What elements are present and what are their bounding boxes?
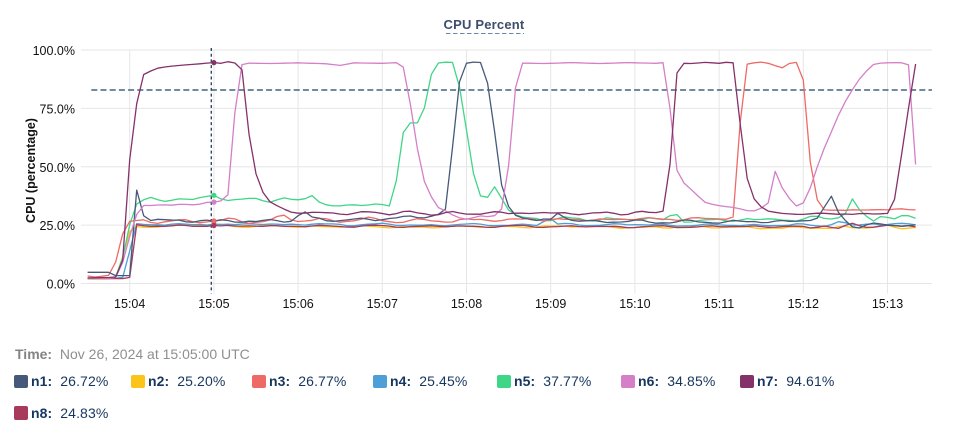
svg-text:CPU (percentage): CPU (percentage)	[24, 118, 38, 223]
svg-text:100.0%: 100.0%	[33, 44, 75, 58]
svg-text:15:09: 15:09	[535, 297, 566, 311]
svg-text:15:07: 15:07	[367, 297, 398, 311]
svg-text:15:05: 15:05	[198, 297, 229, 311]
svg-text:15:12: 15:12	[788, 297, 819, 311]
svg-text:15:08: 15:08	[451, 297, 482, 311]
svg-text:15:04: 15:04	[114, 297, 145, 311]
svg-text:15:11: 15:11	[704, 297, 734, 311]
svg-text:0.0%: 0.0%	[47, 278, 76, 292]
svg-text:15:13: 15:13	[872, 297, 903, 311]
svg-text:25.0%: 25.0%	[40, 219, 75, 233]
svg-text:15:06: 15:06	[282, 297, 313, 311]
svg-text:75.0%: 75.0%	[40, 102, 75, 116]
svg-text:15:10: 15:10	[619, 297, 650, 311]
svg-text:50.0%: 50.0%	[40, 161, 75, 175]
